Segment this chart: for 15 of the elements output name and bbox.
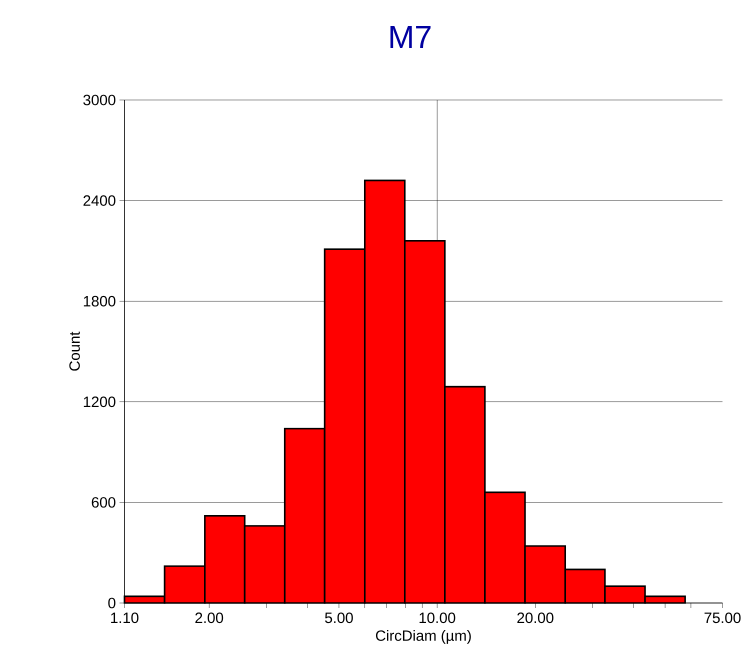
y-tick-label: 1800 xyxy=(84,296,116,306)
y-tick-label: 0 xyxy=(108,598,116,608)
y-tick-label: 1200 xyxy=(84,396,116,408)
x-tick-label: 2.00 xyxy=(195,612,224,624)
chart-title: M7 xyxy=(390,26,431,48)
y-tick-label: 600 xyxy=(92,497,116,508)
x-tick-label: 5.00 xyxy=(325,612,353,624)
x-tick-label: 75.00 xyxy=(704,612,741,624)
x-axis-title: CircDiam (µm) xyxy=(376,630,471,644)
y-tick-label: 3000 xyxy=(83,94,116,106)
x-tick-label: 10.00 xyxy=(420,612,456,624)
x-tick-label: 1.10 xyxy=(111,612,138,624)
x-tick-label: 20.00 xyxy=(517,612,554,624)
y-axis-title: Count xyxy=(69,332,80,371)
y-tick-label: 2400 xyxy=(83,195,116,206)
